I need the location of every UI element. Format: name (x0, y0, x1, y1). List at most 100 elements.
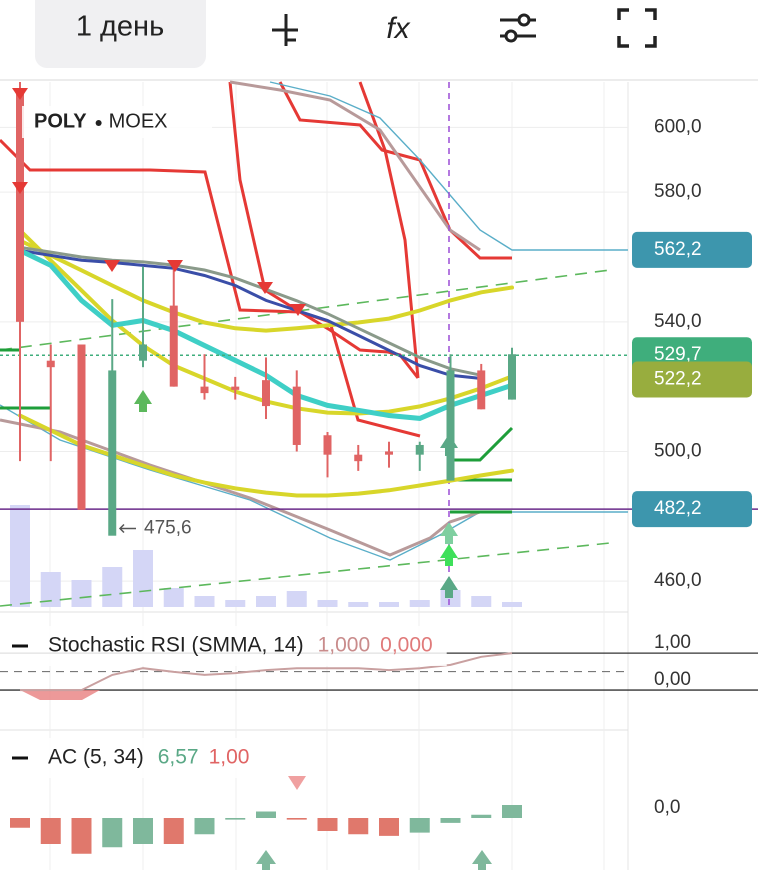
overlay-line (18, 245, 483, 377)
indicator-value: 1,000 (318, 634, 371, 657)
signal-arrow (12, 88, 28, 100)
candle-body (323, 435, 332, 455)
volume-bar (256, 596, 276, 607)
volume-bar (471, 596, 492, 607)
volume-bar (409, 600, 430, 607)
candle-body (46, 360, 55, 368)
histogram-bar (440, 818, 461, 823)
band-line (0, 418, 481, 557)
period-label[interactable]: 1 день (76, 11, 164, 43)
overlay-line (18, 413, 514, 498)
histogram-bar (348, 818, 369, 835)
signal-arrow (440, 434, 458, 456)
y-tick-label: 1,00 (654, 632, 691, 653)
candle-body (385, 451, 393, 455)
settings-icon[interactable] (500, 13, 536, 43)
y-tick-label: 0,00 (654, 669, 691, 690)
candle-body (477, 370, 486, 410)
histogram-bar (133, 818, 153, 844)
candle-body (108, 370, 117, 536)
indicator-line (20, 652, 513, 692)
price-badge (632, 361, 752, 398)
candle-body (354, 454, 363, 462)
histogram-bar (102, 818, 123, 848)
candle-body (508, 354, 516, 400)
histogram-bar (256, 811, 276, 818)
candle-body (139, 344, 147, 361)
price-badge-label: 529,7 (654, 344, 702, 365)
y-tick-label: 0,0 (654, 797, 680, 818)
signal-arrow (440, 522, 458, 544)
band-line (269, 81, 628, 251)
price-badge (632, 231, 752, 268)
histogram-bar (379, 818, 399, 836)
band-line (358, 81, 420, 379)
signal-arrow (288, 776, 306, 790)
overlay-line (18, 249, 483, 380)
y-tick-label: 500,0 (654, 440, 702, 461)
indicators-button[interactable]: fx (386, 12, 410, 45)
band-line (0, 138, 421, 438)
histogram-bar (409, 818, 430, 833)
volume-bar (317, 600, 338, 607)
volume-bar (194, 596, 215, 607)
histogram-bar (471, 814, 492, 818)
volume-bar (502, 602, 522, 607)
histogram-bar (317, 818, 338, 831)
band-line (229, 80, 481, 252)
histogram-bar (10, 818, 30, 828)
volume-bar (379, 602, 399, 607)
volume-bar (71, 580, 92, 607)
band-line (0, 404, 628, 561)
y-tick-label: 580,0 (654, 181, 702, 202)
indicator-value: 1,00 (209, 746, 250, 769)
fullscreen-icon[interactable] (617, 8, 657, 48)
price-badge-label: 562,2 (654, 239, 702, 260)
signal-arrow (167, 260, 183, 272)
candle-body (200, 386, 209, 394)
signal-arrow (257, 282, 273, 294)
band-line (228, 81, 420, 379)
indicator-title: Stochastic RSI (SMMA, 14) (48, 634, 304, 657)
price-badge (632, 491, 752, 528)
exchange: MOEX (109, 110, 168, 132)
crosshair-icon[interactable] (272, 14, 298, 46)
volume-bar (133, 550, 153, 607)
band-line (0, 348, 512, 514)
volume-bar (102, 567, 123, 607)
candle-body (16, 88, 24, 322)
signal-arrow (134, 390, 152, 412)
low-annotation: 475,6 (144, 518, 192, 539)
legend-background (0, 626, 447, 666)
symbol: POLY (34, 110, 87, 132)
y-tick-label: 540,0 (654, 311, 702, 332)
signal-arrow (12, 182, 28, 194)
signal-arrow (290, 304, 306, 316)
candle-body (262, 380, 270, 407)
signal-arrow (440, 576, 458, 598)
indicator-value: 0,000 (380, 634, 433, 657)
period-button[interactable] (35, 0, 206, 68)
volume-bar (163, 588, 184, 607)
price-badge-label: 482,2 (654, 498, 702, 519)
signal-arrow (440, 544, 458, 566)
annotation-arrow (118, 523, 136, 534)
histogram-bar (502, 805, 522, 818)
separator-dot (95, 120, 102, 126)
histogram-bar (225, 818, 246, 820)
signal-arrow (104, 260, 120, 272)
band-line (450, 426, 514, 462)
legend-background (0, 738, 264, 778)
volume-bar (10, 505, 30, 607)
signal-arrow (256, 850, 276, 870)
overlay-line (18, 238, 514, 333)
indicator-title: AC (5, 34) (48, 746, 144, 769)
histogram-bar (163, 818, 184, 844)
trend-line (0, 542, 611, 607)
candle-body (169, 305, 178, 387)
volume-bar (40, 572, 61, 607)
oversold-area (0, 690, 100, 700)
histogram-bar (40, 818, 61, 844)
trend-line (0, 269, 611, 351)
symbol-background (22, 106, 212, 138)
